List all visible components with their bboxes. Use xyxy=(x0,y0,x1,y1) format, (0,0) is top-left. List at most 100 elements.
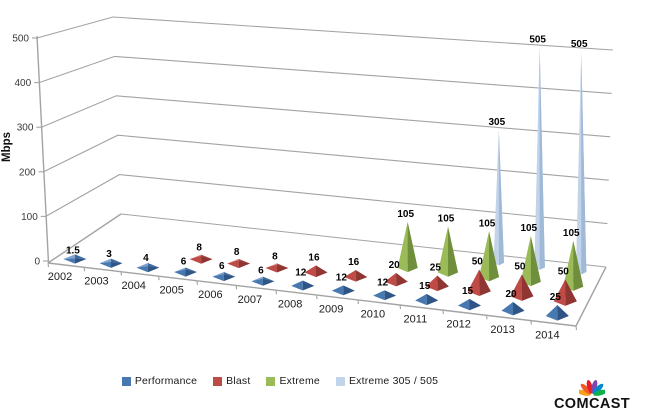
y-axis-tick-label: 500 xyxy=(12,34,29,45)
legend-label: Blast xyxy=(226,375,251,387)
data-label: 12 xyxy=(295,268,307,279)
category-tick xyxy=(83,267,86,272)
category-tick xyxy=(47,262,50,268)
legend-label: Extreme xyxy=(279,375,320,387)
pyramid-front-right-face xyxy=(521,274,534,301)
legend-label: Performance xyxy=(134,375,198,387)
pyramid-front-left-face xyxy=(576,51,582,275)
pyramid-front-right-face xyxy=(262,278,275,286)
pyramid-front-left-face xyxy=(173,269,186,277)
gridline xyxy=(41,95,611,138)
pyramid-front-right-face xyxy=(437,275,449,292)
category-label: 2007 xyxy=(238,294,262,306)
category-tick xyxy=(530,320,532,325)
category-tick xyxy=(399,304,402,310)
pyramid-front-right-face xyxy=(530,236,541,287)
pyramid-front-left-face xyxy=(425,275,438,292)
pyramid-front-left-face xyxy=(227,260,239,269)
pyramid-front-left-face xyxy=(265,264,277,273)
data-label: 15 xyxy=(419,281,431,292)
data-label: 105 xyxy=(479,218,496,229)
pyramid-front-right-face xyxy=(565,279,577,306)
peacock-feather xyxy=(592,383,604,394)
data-label: 50 xyxy=(472,257,484,268)
data-label: 12 xyxy=(336,272,348,283)
pyramid-front-left-face xyxy=(291,280,303,291)
pyramid-front-right-face xyxy=(315,265,328,278)
category-tick xyxy=(235,285,238,290)
pyramid-back-right-face xyxy=(238,258,251,264)
data-label: 15 xyxy=(462,286,474,297)
pyramid-back-left-face xyxy=(212,271,224,277)
data-label: 505 xyxy=(571,39,588,50)
legend-item: Blast xyxy=(213,375,250,387)
pyramid-back-left-face xyxy=(265,263,277,268)
category-axis-line xyxy=(47,262,577,327)
value-axis-line xyxy=(36,35,50,264)
pyramid-front-right-face xyxy=(407,222,418,273)
pyramid-front-right-face xyxy=(498,129,505,266)
pyramid-front-right-face xyxy=(355,270,368,282)
category-label: 2008 xyxy=(278,299,302,311)
gridline xyxy=(43,134,609,181)
pyramid-front-left-face xyxy=(563,240,574,291)
pyramid-front-left-face xyxy=(510,274,522,301)
data-label: 6 xyxy=(181,256,187,267)
legend-item: Extreme 305 / 505 xyxy=(335,375,438,387)
category-label: 2014 xyxy=(535,329,559,341)
peacock-feather xyxy=(579,389,591,396)
pyramid-front-right-face xyxy=(489,231,500,282)
pyramid-front-left-face xyxy=(251,278,263,286)
data-label: 105 xyxy=(397,209,414,220)
legend-item: Performance xyxy=(121,375,198,387)
pyramid-front-right-face xyxy=(539,47,545,270)
pyramid-front-right-face xyxy=(426,294,439,306)
pyramid-back-right-face xyxy=(111,258,123,264)
pyramid-front-right-face xyxy=(469,299,482,311)
pyramid-front-right-face xyxy=(111,261,123,268)
pyramid-front-left-face xyxy=(63,258,75,264)
pyramid-back-right-face xyxy=(74,254,87,259)
pyramid-front-right-face xyxy=(573,240,584,291)
pyramid-back-right-face xyxy=(185,267,197,273)
category-label: 2005 xyxy=(159,284,183,296)
gridline xyxy=(45,174,608,225)
y-axis-tick-label: 0 xyxy=(34,257,40,268)
category-label: 2011 xyxy=(404,314,428,326)
data-label: 16 xyxy=(308,252,320,263)
data-label: 1.5 xyxy=(66,245,80,256)
comcast-logo: COMCAST xyxy=(544,379,640,412)
category-tick xyxy=(357,299,359,305)
pyramid-back-left-face xyxy=(63,254,75,259)
y-axis-tick-label: 400 xyxy=(15,78,32,89)
pyramid-back-right-face xyxy=(262,276,275,282)
data-label: 12 xyxy=(377,277,389,288)
category-tick xyxy=(196,280,199,285)
chart-legend: Performance Blast Extreme Extreme 305 / 505 xyxy=(0,375,560,387)
pyramid-front-left-face xyxy=(331,285,344,296)
pyramid-front-right-face xyxy=(302,280,315,291)
y-axis-tick-label: 200 xyxy=(19,167,36,178)
data-label: 105 xyxy=(438,214,455,225)
floor-back-edge xyxy=(120,213,607,268)
category-label: 2002 xyxy=(48,271,72,283)
pyramid-front-left-face xyxy=(384,273,397,287)
pyramid-back-right-face xyxy=(276,263,289,268)
y-axis-tick-label: 100 xyxy=(21,212,38,223)
pyramid-front-right-face xyxy=(384,290,397,301)
nbc-peacock-icon xyxy=(579,379,605,396)
gridline xyxy=(39,55,612,94)
pyramid-front-left-face xyxy=(520,236,531,287)
category-tick xyxy=(575,325,578,331)
data-label: 8 xyxy=(196,243,202,254)
floor-right-edge xyxy=(575,266,607,327)
category-label: 2006 xyxy=(198,289,222,301)
data-label: 50 xyxy=(514,262,526,273)
data-label: 305 xyxy=(488,117,505,128)
legend-swatch xyxy=(335,376,345,386)
floor-left-edge xyxy=(47,213,122,264)
pyramid-back-right-face xyxy=(147,262,160,268)
pyramid-front-right-face xyxy=(396,273,408,287)
data-label: 25 xyxy=(430,263,442,274)
pyramid-front-right-face xyxy=(513,302,525,316)
